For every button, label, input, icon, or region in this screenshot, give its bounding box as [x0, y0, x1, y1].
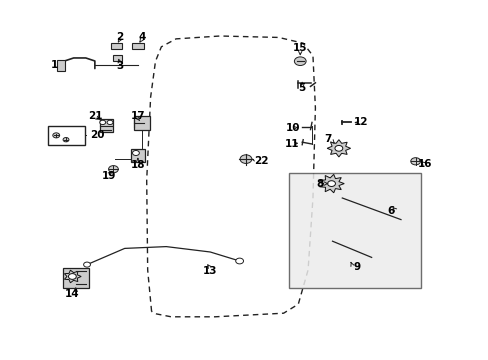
Polygon shape [64, 270, 81, 283]
Text: 14: 14 [65, 289, 80, 300]
Bar [113, 55, 122, 61]
Bar [57, 60, 64, 71]
Text: 5: 5 [298, 83, 305, 93]
Text: 11: 11 [285, 139, 299, 149]
Bar [48, 126, 84, 145]
Text: 1: 1 [51, 60, 58, 70]
Text: 19: 19 [101, 171, 116, 181]
Text: 13: 13 [203, 266, 217, 276]
Bar [288, 173, 420, 288]
Text: 16: 16 [417, 159, 432, 169]
Circle shape [53, 133, 60, 138]
Bar [130, 149, 145, 162]
Bar [111, 43, 122, 49]
Text: 12: 12 [353, 117, 367, 127]
Circle shape [83, 262, 90, 267]
Text: 6: 6 [387, 206, 394, 216]
Bar [132, 43, 143, 49]
Circle shape [107, 120, 113, 125]
Text: 7: 7 [323, 134, 331, 144]
Circle shape [100, 120, 105, 125]
Polygon shape [319, 174, 344, 193]
Text: 22: 22 [254, 156, 268, 166]
Circle shape [63, 138, 69, 142]
Circle shape [68, 274, 76, 279]
Bar [100, 119, 113, 132]
Text: 8: 8 [316, 179, 323, 189]
Text: 4: 4 [138, 32, 145, 42]
Text: 3: 3 [116, 60, 123, 71]
Text: 15: 15 [292, 42, 307, 53]
Text: 18: 18 [130, 159, 145, 170]
Text: 21: 21 [88, 111, 102, 121]
Circle shape [327, 181, 335, 186]
Circle shape [235, 258, 243, 264]
Polygon shape [326, 140, 350, 157]
Text: 20: 20 [90, 130, 105, 140]
Text: 2: 2 [116, 32, 123, 42]
Bar [134, 116, 149, 130]
Text: 17: 17 [130, 111, 145, 121]
Circle shape [132, 150, 139, 156]
Circle shape [240, 155, 251, 163]
Circle shape [108, 166, 118, 173]
Bar [63, 268, 88, 288]
Circle shape [410, 158, 420, 165]
Text: 10: 10 [285, 123, 300, 133]
Circle shape [294, 57, 305, 66]
Text: 9: 9 [353, 262, 360, 272]
Circle shape [334, 145, 342, 151]
